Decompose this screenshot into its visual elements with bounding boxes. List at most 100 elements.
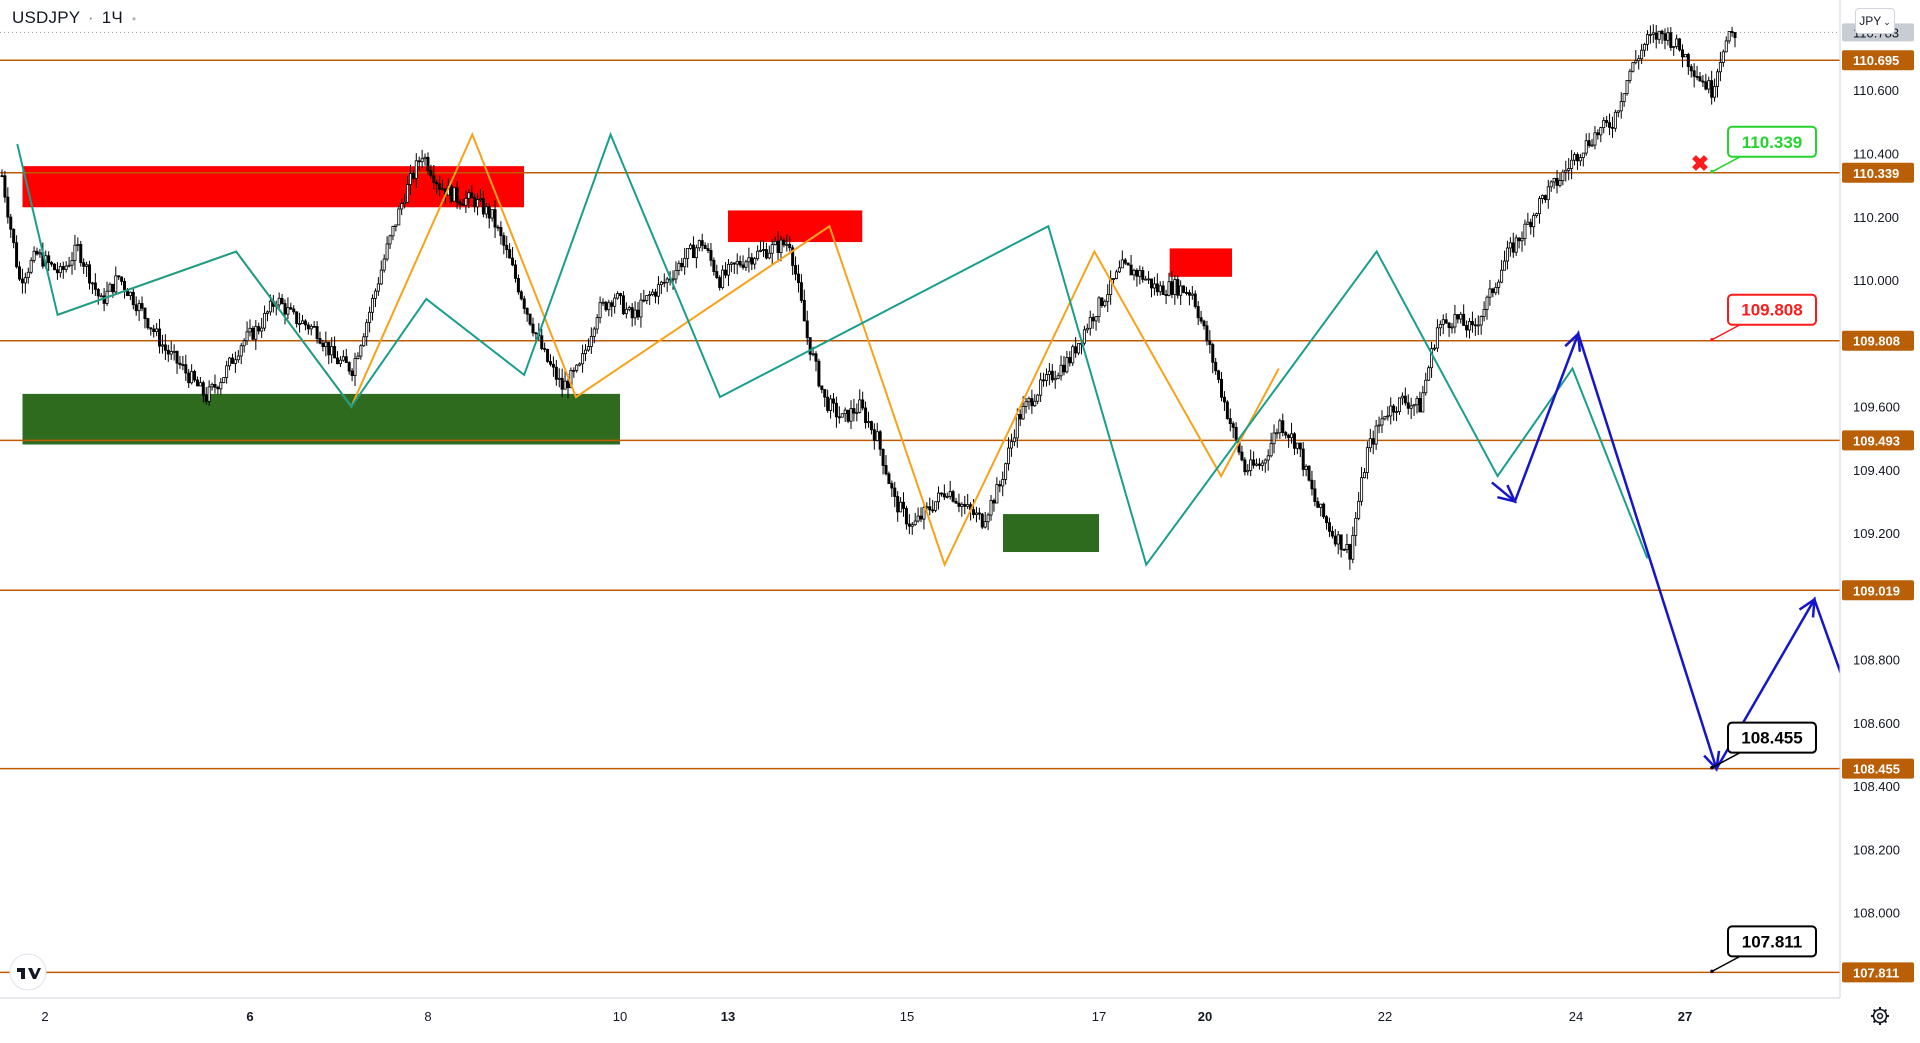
candle <box>960 503 964 507</box>
callout-entry-110.339[interactable]: 110.339 <box>1710 125 1817 174</box>
candle <box>1602 120 1606 129</box>
callout-target-108.455[interactable]: 108.455 <box>1710 721 1817 770</box>
tradingview-logo-icon[interactable] <box>9 953 47 991</box>
candle <box>493 209 497 228</box>
projection-path[interactable] <box>1491 329 1920 938</box>
candle <box>846 409 850 422</box>
y-tick-label: 110.200 <box>1853 210 1899 225</box>
candle <box>796 273 800 284</box>
candle <box>864 407 868 424</box>
y-tick-label: 108.800 <box>1853 653 1900 668</box>
candle <box>852 408 856 414</box>
candle <box>1435 327 1439 349</box>
candle <box>1482 309 1486 317</box>
candle <box>1173 279 1177 295</box>
candle <box>1112 278 1116 280</box>
support-zone-4[interactable] <box>22 393 621 445</box>
candle <box>756 250 760 260</box>
candle <box>268 300 272 313</box>
candle <box>543 348 547 350</box>
candle <box>123 280 127 291</box>
candle <box>1616 110 1620 113</box>
candle <box>1222 396 1226 403</box>
candle <box>70 260 74 266</box>
callout-anchor-dot <box>1710 337 1714 342</box>
candle <box>190 371 194 384</box>
level-price-text: 110.339 <box>1853 166 1899 181</box>
candle <box>1365 447 1369 473</box>
candle <box>1068 357 1072 364</box>
candle <box>1380 418 1384 426</box>
candle <box>280 297 284 304</box>
candle <box>338 359 342 365</box>
candle <box>1088 316 1092 329</box>
symbol-title[interactable]: USDJPY · 1Ч • <box>12 8 136 28</box>
candle <box>1526 221 1530 225</box>
candle <box>627 307 631 310</box>
candle <box>6 196 10 218</box>
candle <box>1333 535 1337 545</box>
candle <box>260 327 264 332</box>
candle <box>1053 378 1057 381</box>
candle <box>980 513 984 528</box>
candle <box>1715 71 1719 87</box>
candle <box>1313 488 1317 502</box>
candle <box>1278 420 1282 434</box>
candle <box>1578 157 1582 162</box>
candle <box>575 364 579 371</box>
candle <box>951 491 955 502</box>
y-tick-label: 110.000 <box>1853 273 1899 288</box>
candle <box>248 327 252 333</box>
callout-stop-109.808[interactable]: 109.808 <box>1710 293 1817 342</box>
candle <box>1007 447 1011 465</box>
candle <box>350 370 354 376</box>
candle <box>592 328 596 337</box>
candle <box>890 483 894 489</box>
time-axis[interactable] <box>0 998 1920 1038</box>
candle <box>1371 438 1375 445</box>
candle <box>254 326 258 340</box>
resistance-zone-2[interactable] <box>728 210 863 243</box>
candle <box>937 492 941 503</box>
x-tick-label: 15 <box>900 1009 914 1024</box>
candle <box>995 484 999 504</box>
callout-target-107.811[interactable]: 107.811 <box>1710 925 1817 974</box>
candle <box>496 226 500 229</box>
candle <box>1503 260 1507 271</box>
candle <box>1255 463 1259 466</box>
candle <box>907 523 911 527</box>
candle <box>47 255 51 263</box>
candle <box>1415 398 1419 406</box>
candle <box>1001 479 1005 487</box>
zigzag-teal-2[interactable] <box>16 131 1649 567</box>
candle <box>1024 401 1028 407</box>
gear-icon[interactable] <box>1871 1007 1889 1025</box>
candle <box>1310 479 1314 490</box>
candle <box>1074 346 1078 354</box>
candle <box>686 248 690 259</box>
currency-selector-button[interactable]: JPY ⌄ <box>1855 8 1895 34</box>
candle <box>1485 296 1489 310</box>
candle <box>1517 237 1521 242</box>
candle <box>814 353 818 362</box>
candle <box>23 277 27 284</box>
candle <box>1316 501 1320 508</box>
candle <box>942 493 946 498</box>
candle <box>1529 221 1533 228</box>
candle <box>1406 402 1410 409</box>
candle <box>511 257 515 266</box>
candle <box>1327 522 1331 532</box>
candle <box>1689 66 1693 72</box>
candle <box>697 240 701 249</box>
candle <box>1325 516 1329 524</box>
candle <box>1123 259 1127 264</box>
candle <box>283 303 287 315</box>
candle <box>344 356 348 363</box>
candle <box>1044 374 1048 381</box>
support-zone-5[interactable] <box>1003 514 1099 553</box>
x-mark-icon[interactable]: ✖ <box>1691 151 1709 176</box>
candle <box>1473 324 1477 327</box>
resistance-zone-3[interactable] <box>1169 248 1232 277</box>
